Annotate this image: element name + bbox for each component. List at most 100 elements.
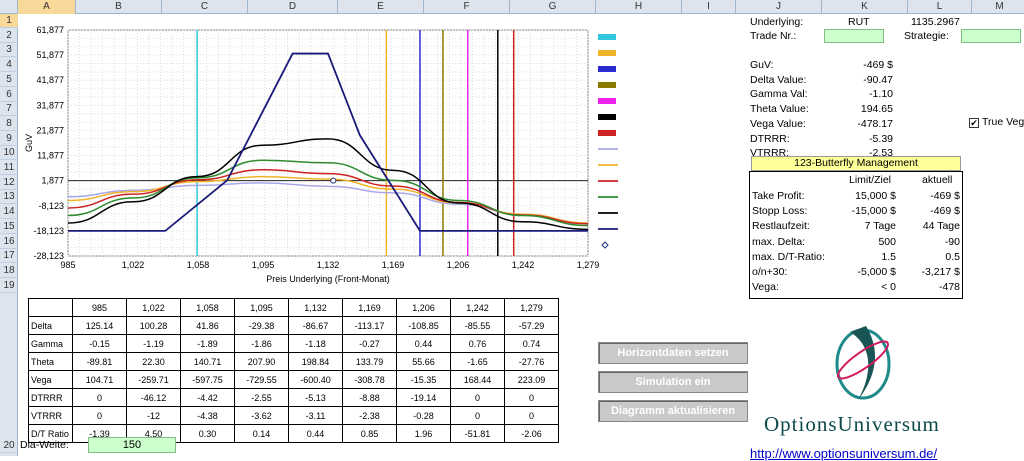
row-header-10[interactable]: 10 bbox=[0, 146, 18, 161]
column-header-k[interactable]: K bbox=[822, 0, 908, 14]
legend-swatch bbox=[598, 82, 616, 88]
table-row: Gamma -0.15 -1.19 -1.89 -1.86 -1.18 -0.27 0.44 0… bbox=[28, 334, 559, 353]
row-header-13[interactable]: 13 bbox=[0, 190, 18, 205]
table-cell: -3.11 bbox=[288, 406, 343, 425]
row-header-14[interactable]: 14 bbox=[0, 205, 18, 220]
column-header-c[interactable]: C bbox=[162, 0, 248, 14]
table-cell: 168.44 bbox=[450, 370, 505, 389]
row-header-7[interactable]: 7 bbox=[0, 102, 18, 117]
payoff-chart[interactable]: 61,877 51,877 41,877 31,877 21,877 11,877 1,87… bbox=[18, 14, 618, 299]
series-line bbox=[68, 52, 588, 232]
table-row-label: Vega bbox=[28, 370, 73, 389]
table-row-label: Theta bbox=[28, 352, 73, 371]
column-header-j[interactable]: J bbox=[736, 0, 822, 14]
table-row-label: VTRRR bbox=[28, 406, 73, 425]
mgmt-row-label: o/n+30: bbox=[752, 266, 788, 278]
row-header-2[interactable]: 2 bbox=[0, 29, 18, 43]
trade-nr-input[interactable] bbox=[824, 29, 884, 43]
table-cell: -8.88 bbox=[342, 388, 397, 407]
table-cell: -89.81 bbox=[72, 352, 127, 371]
stat-label: Delta Value: bbox=[750, 73, 807, 86]
row-header-8[interactable]: 8 bbox=[0, 117, 18, 131]
underlying-price: 1135.2967 bbox=[911, 16, 960, 28]
row-header-5[interactable]: 5 bbox=[0, 73, 18, 87]
mgmt-row-actual: -3,217 $ bbox=[921, 266, 960, 278]
column-header-i[interactable]: I bbox=[682, 0, 736, 14]
row-header-20[interactable]: 20 bbox=[0, 439, 18, 453]
table-cell: -597.75 bbox=[180, 370, 235, 389]
table-row-label: DTRRR bbox=[28, 388, 73, 407]
strategie-input[interactable] bbox=[961, 29, 1021, 43]
row-header-1[interactable]: 1 bbox=[0, 14, 18, 28]
row-header-6[interactable]: 6 bbox=[0, 88, 18, 102]
column-header-l[interactable]: L bbox=[908, 0, 972, 14]
mgmt-row-limit: 7 Tage bbox=[864, 220, 896, 233]
row-header-3[interactable]: 3 bbox=[0, 43, 18, 58]
column-header-f[interactable]: F bbox=[424, 0, 510, 14]
series-line bbox=[67, 138, 589, 231]
table-row-label: Delta bbox=[28, 316, 73, 335]
stat-value: 194.65 bbox=[860, 103, 893, 116]
mgmt-row-limit: 15,000 $ bbox=[855, 190, 896, 202]
mgmt-row-actual: 44 Tage bbox=[922, 220, 960, 233]
row-header-12[interactable]: 12 bbox=[0, 176, 18, 190]
x-tick-label: 1,095 bbox=[252, 260, 275, 270]
mgmt-col-limit: Limit/Ziel bbox=[849, 174, 892, 186]
table-cell: -108.85 bbox=[396, 316, 451, 335]
legend-swatch bbox=[598, 98, 616, 104]
table-cell: -19.14 bbox=[396, 388, 451, 407]
simulation-ein-button[interactable]: Simulation ein bbox=[598, 371, 748, 393]
table-cell: 0.85 bbox=[342, 424, 397, 443]
column-header-e[interactable]: E bbox=[338, 0, 424, 14]
row-header-4[interactable]: 4 bbox=[0, 58, 18, 73]
dia-weite-input[interactable]: 150 bbox=[88, 437, 176, 453]
table-cell: -0.27 bbox=[342, 334, 397, 353]
table-cell: -2.55 bbox=[234, 388, 289, 407]
table-header-cell: 1,022 bbox=[126, 298, 181, 317]
website-link[interactable]: http://www.optionsuniversum.de/ bbox=[750, 446, 938, 461]
table-cell: -51.81 bbox=[450, 424, 505, 443]
row-header-15[interactable]: 15 bbox=[0, 220, 18, 234]
table-cell: -46.12 bbox=[126, 388, 181, 407]
x-tick-label: 1,022 bbox=[122, 260, 145, 270]
select-all-corner[interactable] bbox=[0, 0, 18, 14]
optionsuniversum-logo-icon bbox=[835, 326, 891, 400]
column-header-g[interactable]: G bbox=[510, 0, 596, 14]
table-cell: 22.30 bbox=[126, 352, 181, 371]
table-cell: -1.89 bbox=[180, 334, 235, 353]
row-header-11[interactable]: 11 bbox=[0, 161, 18, 175]
mgmt-row-limit: -15,000 $ bbox=[851, 205, 896, 218]
y-tick-label: 21,877 bbox=[36, 125, 64, 135]
table-cell: 0.74 bbox=[504, 334, 559, 353]
dia-weite-label: Dia-Weite: bbox=[20, 439, 69, 451]
table-cell: -5.13 bbox=[288, 388, 343, 407]
row-header-19[interactable]: 19 bbox=[0, 279, 18, 293]
table-row: VTRRR 0 -12 -4.38 -3.62 -3.11 -2.38 -0.28 0 0 bbox=[28, 406, 559, 425]
stat-value: -1.10 bbox=[869, 88, 893, 101]
table-header-cell: 1,058 bbox=[180, 298, 235, 317]
table-cell: 133.79 bbox=[342, 352, 397, 371]
row-header-17[interactable]: 17 bbox=[0, 249, 18, 264]
column-header-m[interactable]: M bbox=[972, 0, 1024, 14]
stat-label: Vega Value: bbox=[750, 117, 806, 130]
row-header-16[interactable]: 16 bbox=[0, 235, 18, 249]
table-header-cell: 1,169 bbox=[342, 298, 397, 317]
column-header-h[interactable]: H bbox=[596, 0, 682, 14]
mgmt-row-limit: -5,000 $ bbox=[857, 266, 896, 278]
table-cell: -0.15 bbox=[72, 334, 127, 353]
column-header-d[interactable]: D bbox=[248, 0, 338, 14]
y-tick-label: 51,877 bbox=[36, 50, 64, 60]
row-header-9[interactable]: 9 bbox=[0, 132, 18, 146]
column-header-a[interactable]: A bbox=[18, 0, 76, 14]
table-cell: -86.67 bbox=[288, 316, 343, 335]
diagramm-aktualisieren-button[interactable]: Diagramm aktualisieren bbox=[598, 400, 748, 422]
x-tick-label: 1,058 bbox=[187, 260, 210, 270]
x-tick-label: 1,206 bbox=[447, 260, 470, 270]
stat-label: GuV: bbox=[750, 59, 774, 71]
y-tick-label: 11,877 bbox=[37, 151, 64, 161]
column-header-b[interactable]: B bbox=[76, 0, 162, 14]
table-cell: 0.44 bbox=[396, 334, 451, 353]
horizontdaten-setzen-button[interactable]: Horizontdaten setzen bbox=[598, 342, 748, 364]
row-header-18[interactable]: 18 bbox=[0, 264, 18, 278]
true-vega-checkbox[interactable]: ✔ bbox=[969, 118, 979, 128]
